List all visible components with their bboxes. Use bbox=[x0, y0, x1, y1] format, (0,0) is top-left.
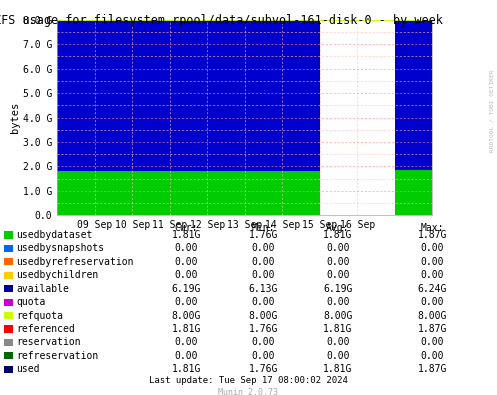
Y-axis label: bytes: bytes bbox=[10, 102, 20, 133]
Text: 0.00: 0.00 bbox=[326, 297, 350, 307]
Text: 0.00: 0.00 bbox=[174, 257, 198, 267]
Text: 0.00: 0.00 bbox=[326, 243, 350, 254]
Text: 6.19G: 6.19G bbox=[323, 284, 353, 294]
Text: referenced: referenced bbox=[16, 324, 75, 334]
Text: Min:: Min: bbox=[251, 223, 275, 233]
Text: 8.00G: 8.00G bbox=[417, 310, 447, 321]
Text: 0.00: 0.00 bbox=[420, 297, 444, 307]
Text: 1.81G: 1.81G bbox=[171, 230, 201, 240]
Text: reservation: reservation bbox=[16, 337, 81, 348]
Text: Cur:: Cur: bbox=[174, 223, 198, 233]
Text: 0.00: 0.00 bbox=[174, 297, 198, 307]
Text: Munin 2.0.73: Munin 2.0.73 bbox=[219, 388, 278, 395]
Text: 1.87G: 1.87G bbox=[417, 324, 447, 334]
Text: usedbysnapshots: usedbysnapshots bbox=[16, 243, 104, 254]
Text: 1.81G: 1.81G bbox=[323, 324, 353, 334]
Text: 1.87G: 1.87G bbox=[417, 364, 447, 374]
Text: 1.87G: 1.87G bbox=[417, 230, 447, 240]
Text: 8.00G: 8.00G bbox=[323, 310, 353, 321]
Text: 0.00: 0.00 bbox=[326, 337, 350, 348]
Text: 1.76G: 1.76G bbox=[248, 230, 278, 240]
Text: 6.19G: 6.19G bbox=[171, 284, 201, 294]
Text: 1.81G: 1.81G bbox=[171, 364, 201, 374]
Text: quota: quota bbox=[16, 297, 45, 307]
Text: 0.00: 0.00 bbox=[174, 270, 198, 280]
Text: refreservation: refreservation bbox=[16, 351, 98, 361]
Text: 0.00: 0.00 bbox=[174, 243, 198, 254]
Text: usedbydataset: usedbydataset bbox=[16, 230, 92, 240]
Text: 1.76G: 1.76G bbox=[248, 324, 278, 334]
Bar bbox=[320, 20, 395, 215]
Text: used: used bbox=[16, 364, 39, 374]
Text: 0.00: 0.00 bbox=[326, 351, 350, 361]
Text: 1.76G: 1.76G bbox=[248, 364, 278, 374]
Text: 0.00: 0.00 bbox=[251, 351, 275, 361]
Text: 6.24G: 6.24G bbox=[417, 284, 447, 294]
Text: usedbychildren: usedbychildren bbox=[16, 270, 98, 280]
Text: available: available bbox=[16, 284, 69, 294]
Text: 0.00: 0.00 bbox=[420, 337, 444, 348]
Text: 0.00: 0.00 bbox=[251, 337, 275, 348]
Text: Avg:: Avg: bbox=[326, 223, 350, 233]
Text: Last update: Tue Sep 17 08:00:02 2024: Last update: Tue Sep 17 08:00:02 2024 bbox=[149, 376, 348, 385]
Text: 0.00: 0.00 bbox=[251, 243, 275, 254]
Text: 0.00: 0.00 bbox=[326, 257, 350, 267]
Text: 0.00: 0.00 bbox=[420, 243, 444, 254]
Text: ZFS usage for filesystem rpool/data/subvol-161-disk-0 - by week: ZFS usage for filesystem rpool/data/subv… bbox=[0, 14, 443, 27]
Text: RRDTOOL / TOBI OETIKER: RRDTOOL / TOBI OETIKER bbox=[490, 70, 495, 152]
Text: 0.00: 0.00 bbox=[174, 351, 198, 361]
Text: 8.00G: 8.00G bbox=[171, 310, 201, 321]
Text: 1.81G: 1.81G bbox=[323, 364, 353, 374]
Text: 0.00: 0.00 bbox=[420, 270, 444, 280]
Text: 0.00: 0.00 bbox=[251, 297, 275, 307]
Text: 0.00: 0.00 bbox=[174, 337, 198, 348]
Text: refquota: refquota bbox=[16, 310, 63, 321]
Text: 0.00: 0.00 bbox=[251, 270, 275, 280]
Text: usedbyrefreservation: usedbyrefreservation bbox=[16, 257, 133, 267]
Text: Max:: Max: bbox=[420, 223, 444, 233]
Text: 0.00: 0.00 bbox=[420, 351, 444, 361]
Text: 0.00: 0.00 bbox=[326, 270, 350, 280]
Text: 1.81G: 1.81G bbox=[323, 230, 353, 240]
Text: 6.13G: 6.13G bbox=[248, 284, 278, 294]
Text: 0.00: 0.00 bbox=[420, 257, 444, 267]
Text: 0.00: 0.00 bbox=[251, 257, 275, 267]
Text: 1.81G: 1.81G bbox=[171, 324, 201, 334]
Text: 8.00G: 8.00G bbox=[248, 310, 278, 321]
